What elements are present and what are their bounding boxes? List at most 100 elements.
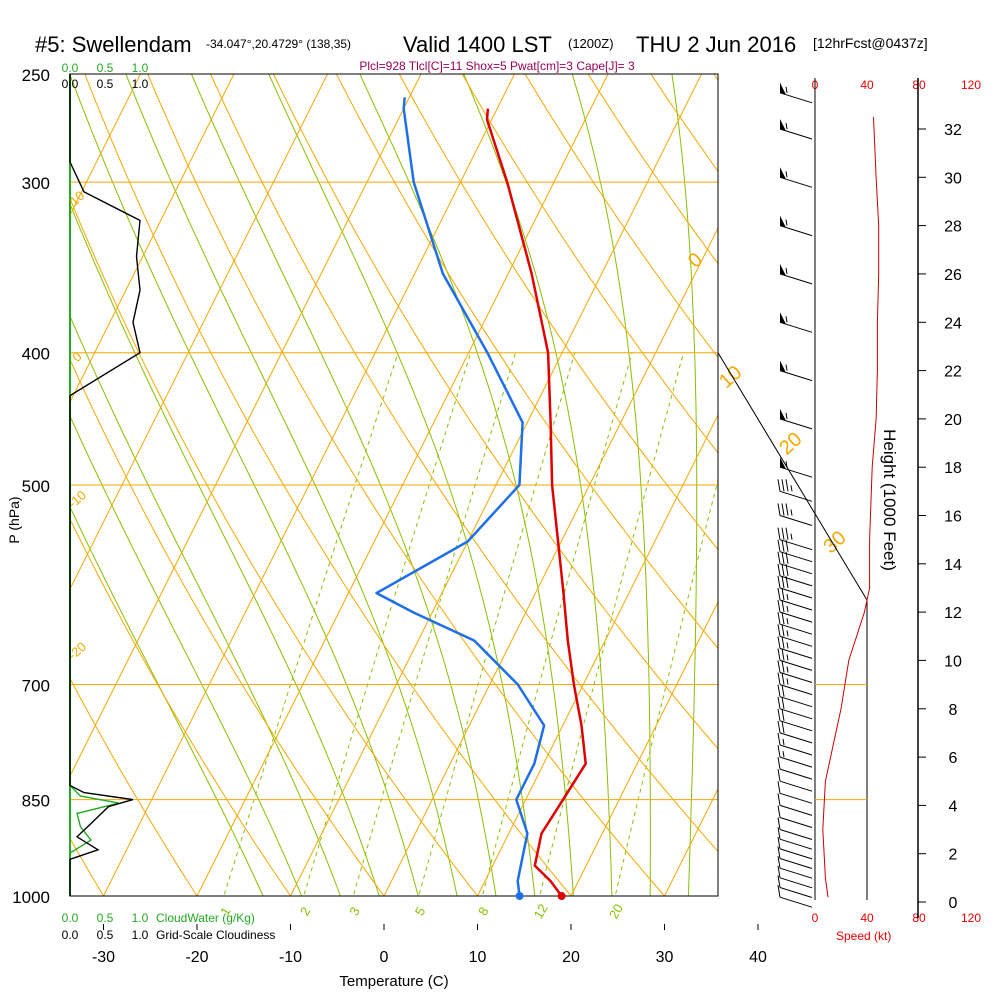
cloudwater-scale-bottom: 0.5: [97, 911, 114, 925]
mixing-ratio-line: [539, 352, 685, 896]
forecast-date: THU 2 Jun 2016: [636, 32, 796, 57]
wind-barb: [777, 720, 813, 744]
isotherm-label: 10: [715, 362, 746, 393]
moist-adiabat: [671, 74, 698, 896]
moist-adiabat: [70, 74, 419, 896]
wind-barb: [777, 757, 813, 780]
wind-barb: [777, 805, 813, 828]
isotherm: [70, 74, 235, 404]
pressure-tick: 300: [22, 174, 50, 193]
temperature-tick: -10: [279, 949, 302, 966]
height-tick: 8: [949, 702, 958, 719]
temperature-tick: 40: [749, 949, 767, 966]
moist-adiabat: [463, 74, 613, 896]
moist-adiabat: [571, 74, 651, 896]
mixing-ratio-label: 2: [297, 904, 314, 918]
pressure-axis-label: P (hPa): [6, 496, 22, 543]
speed-tick-bottom: 0: [812, 911, 819, 925]
wind-panel: 0 0 40 40 80 80 120 120: [717, 78, 981, 925]
wind-panel-diagonal: [717, 352, 868, 601]
dry-adiabat: [70, 677, 198, 896]
dry-adiabat: [335, 74, 718, 649]
height-tick: 12: [944, 605, 962, 622]
height-tick: 4: [949, 798, 958, 815]
sounding-lines: [375, 97, 587, 900]
wind-barb: [777, 503, 813, 526]
wind-barb: [777, 684, 813, 708]
wind-barb: [777, 781, 813, 804]
cloudwater-label: CloudWater (g/Kg): [156, 911, 255, 925]
moist-adiabat: [70, 202, 380, 896]
wind-barb: [779, 408, 813, 430]
cloudiness-label: Grid-Scale Cloudiness: [156, 928, 275, 942]
isotherm-label: 0: [684, 249, 707, 273]
mixing-ratio-label: 12: [530, 901, 550, 921]
dry-adiabats: [70, 50, 1000, 925]
cloudwater-scale-top: 1.0: [132, 61, 149, 75]
wind-barb: [777, 527, 813, 551]
wind-barb: [779, 119, 813, 140]
dry-adiabat: [822, 50, 1000, 925]
cloudiness-scale-top: 0.0: [62, 77, 79, 91]
dry-adiabat: [147, 74, 666, 896]
dry-adiabat: [461, 74, 718, 454]
temperature-tick: 30: [656, 949, 674, 966]
temperature-axis-label: Temperature (C): [339, 973, 448, 990]
wind-barb: [777, 551, 813, 575]
pressure-tick: 500: [22, 477, 50, 496]
wind-barb: [779, 215, 813, 237]
temperature-tick: -30: [92, 949, 115, 966]
wind-barb: [779, 263, 813, 285]
moist-adiabats: [70, 74, 698, 896]
dry-adiabat: [524, 74, 718, 359]
cloudiness-scale-bottom: 0.5: [97, 928, 114, 942]
cloudiness-scale-bottom: 1.0: [132, 928, 149, 942]
cloudwater-scale-top: 0.5: [97, 61, 114, 75]
valid-time: Valid 1400 LST: [403, 32, 552, 57]
temperature-tick: -20: [185, 949, 208, 966]
mixing-ratio-line: [352, 352, 517, 896]
cloudwater-profile: [69, 74, 120, 896]
mixing-ratio-lines: [223, 352, 718, 896]
pressure-tick: 400: [22, 345, 50, 364]
isotherm-label: -20: [65, 639, 89, 663]
mixing-ratio-line: [303, 352, 472, 896]
dry-adiabat: [70, 837, 105, 896]
wind-barb: [777, 745, 813, 768]
dry-adiabat: [70, 518, 292, 896]
wind-barb: [777, 793, 813, 816]
wind-barb: [779, 82, 813, 104]
wind-barb: [777, 624, 813, 647]
wind-barb: [777, 827, 813, 850]
isotherm-label: 30: [819, 527, 850, 558]
temperature-tick: 20: [562, 949, 580, 966]
zulu-time: (1200Z): [568, 36, 614, 51]
dry-adiabat: [70, 197, 479, 896]
speed-tick-bottom: 120: [961, 911, 981, 925]
mixing-ratio-label: 5: [412, 904, 429, 918]
dry-adiabat: [210, 74, 718, 853]
wind-barb: [777, 885, 813, 908]
surface-dewpoint-dot: [515, 892, 524, 900]
wind-barb: [779, 457, 813, 478]
isotherm: [758, 74, 1000, 896]
height-tick: 32: [944, 122, 962, 139]
station-coords: -34.047°,20.4729° (138,35): [206, 37, 351, 51]
height-tick: 28: [944, 219, 962, 236]
cloudiness-scale-top: 1.0: [132, 77, 149, 91]
dry-adiabat: [272, 74, 718, 750]
wind-barb: [777, 660, 813, 683]
wind-barb: [777, 600, 813, 623]
wind-speed-profile: [822, 116, 880, 898]
cloud-profiles: [69, 74, 141, 896]
cloudwater-scale-top: 0.0: [62, 61, 79, 75]
speed-tick-top: 120: [961, 78, 981, 92]
wind-barb: [777, 846, 813, 869]
cloudiness-scale-bottom: 0.0: [62, 928, 79, 942]
mixing-ratio-label: 20: [606, 901, 626, 921]
mixing-ratio-label: 8: [475, 904, 492, 918]
wind-barb: [777, 587, 813, 611]
wind-barb: [777, 836, 813, 860]
